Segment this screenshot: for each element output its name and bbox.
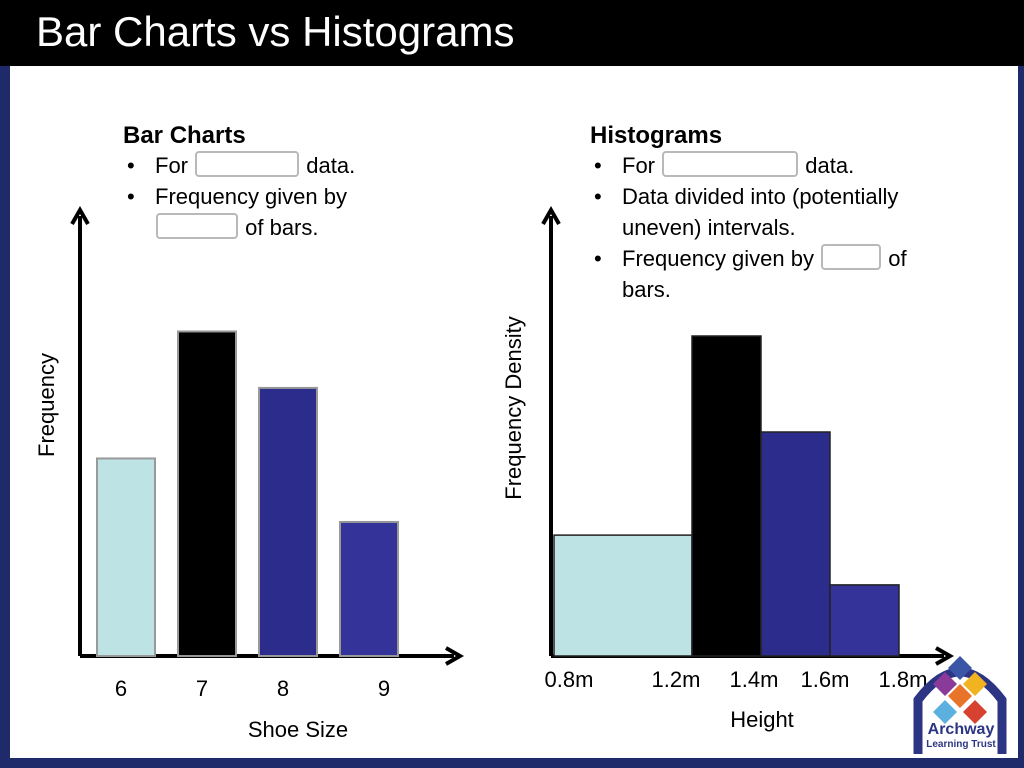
- histogram-x-label: Height: [730, 707, 794, 732]
- hidden-answer-box[interactable]: [195, 151, 300, 177]
- bar-chart-bar-8: [258, 386, 318, 657]
- archway-logo: [913, 656, 1007, 754]
- histogram-tick-label: 1.6m: [801, 667, 850, 692]
- histogram-bar-1.6m: [829, 584, 900, 657]
- logo-subtitle: Learning Trust: [926, 739, 996, 750]
- histogram-bar-1.2m: [691, 335, 762, 657]
- hidden-answer-box[interactable]: [821, 244, 882, 270]
- bar-chart-y-label: Frequency: [34, 353, 59, 457]
- hidden-answer-box[interactable]: [662, 151, 799, 177]
- bar-chart-x-label: Shoe Size: [248, 717, 348, 742]
- logo-name: Archway: [927, 721, 995, 738]
- bar-charts-panel: Bar Charts For data. Frequency given by …: [123, 122, 413, 243]
- title-bar: Bar Charts vs Histograms: [0, 0, 1024, 66]
- histogram-tick-label: 1.8m: [879, 667, 928, 692]
- hist-bullet-2: Data divided into (potentially uneven) i…: [590, 181, 950, 243]
- histogram-y-label: Frequency Density: [501, 316, 526, 499]
- histogram-y-arrowhead: [541, 205, 561, 225]
- histograms-heading: Histograms: [590, 122, 723, 149]
- bar-chart-y-arrowhead: [70, 205, 90, 225]
- histogram-tick-label: 1.4m: [730, 667, 779, 692]
- bar-chart-bar-9: [339, 520, 399, 657]
- bar-chart-x-arrowhead: [445, 646, 465, 666]
- bar-chart-bar-7: [177, 330, 237, 657]
- bar-chart-bar-6: [96, 457, 156, 657]
- histogram-tick-label: 0.8m: [545, 667, 594, 692]
- bar-chart-tick-label: 7: [196, 676, 208, 701]
- histogram-bar-1.4m: [760, 431, 831, 657]
- bar-chart-tick-label: 6: [115, 676, 127, 701]
- histogram-tick-label: 1.2m: [652, 667, 701, 692]
- bar-chart-tick-label: 9: [378, 676, 390, 701]
- logo-text: Archway Learning Trust: [916, 722, 1006, 752]
- histogram-bar-0.8m: [553, 534, 693, 657]
- hidden-answer-box[interactable]: [156, 213, 238, 239]
- histograms-panel: Histograms For data. Data divided into (…: [590, 122, 950, 305]
- bar-bullet-1: For data.: [123, 150, 413, 181]
- hist-bullet-3: Frequency given by of bars.: [590, 243, 950, 305]
- bar-chart-tick-label: 8: [277, 676, 289, 701]
- slide-title: Bar Charts vs Histograms: [36, 8, 515, 55]
- hist-bullet-1: For data.: [590, 150, 950, 181]
- bar-charts-heading: Bar Charts: [123, 122, 246, 149]
- bar-bullet-2: Frequency given by of bars.: [123, 181, 413, 243]
- histogram-x-arrowhead: [935, 646, 955, 666]
